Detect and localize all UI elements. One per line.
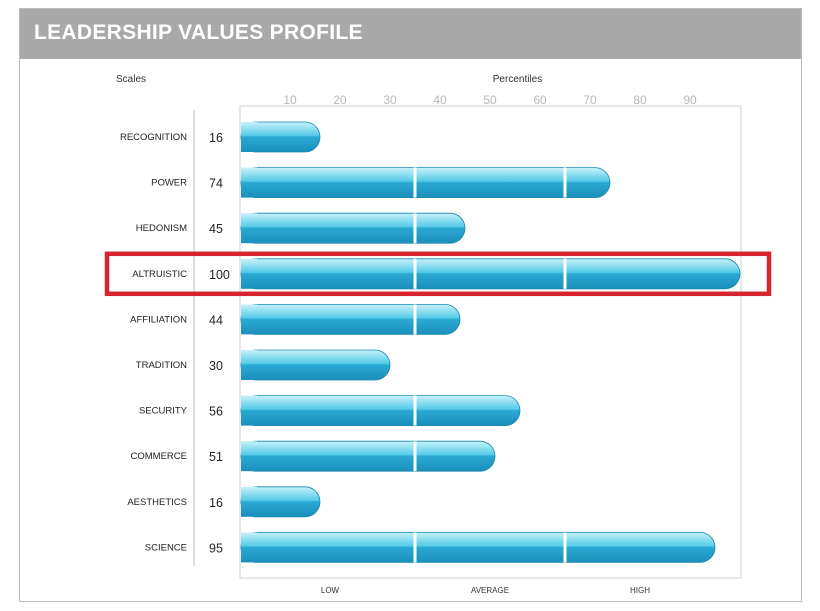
value-label: 16 (209, 496, 223, 510)
bar-base (241, 213, 257, 244)
bar-base (241, 532, 257, 563)
bar (240, 532, 716, 563)
bar-base (241, 350, 257, 380)
report-title: LEADERSHIP VALUES PROFILE (34, 21, 363, 44)
bar-base (241, 258, 257, 289)
band-label: AVERAGE (471, 586, 509, 595)
bar-row: AFFILIATION 44 (130, 303, 461, 335)
bar (240, 258, 741, 290)
bar-base (241, 122, 257, 152)
bar-base (241, 441, 257, 472)
x-tick-label: 80 (633, 93, 647, 107)
category-label: ALTRUISTIC (132, 269, 187, 280)
percentiles-label: Percentiles (493, 74, 542, 85)
x-tick-label: 50 (483, 93, 497, 107)
bar-base (241, 167, 257, 198)
x-tick-label: 10 (283, 93, 297, 107)
bar-row: ALTRUISTIC 100 (104, 251, 772, 297)
bar-base (241, 486, 257, 517)
category-label: RECOGNITION (120, 132, 187, 143)
band-label: LOW (321, 586, 340, 595)
bar-row: HEDONISM 45 (136, 212, 466, 244)
value-label: 100 (209, 268, 230, 282)
bar-row: POWER 74 (151, 167, 611, 199)
scales-label: Scales (116, 74, 146, 85)
highlight-box (104, 251, 772, 297)
x-tick-label: 90 (683, 93, 697, 107)
value-label: 30 (209, 359, 223, 373)
band-label: HIGH (630, 586, 650, 595)
value-label: 51 (209, 450, 223, 464)
report-header: LEADERSHIP VALUES PROFILE (20, 9, 801, 59)
bar-base (241, 395, 257, 426)
value-label: 95 (209, 541, 223, 555)
bar-base (241, 304, 257, 335)
bar-row: SECURITY 56 (139, 395, 521, 427)
x-tick-label: 20 (333, 93, 347, 107)
category-label: SECURITY (139, 406, 188, 417)
bar (240, 303, 461, 335)
category-label: COMMERCE (131, 451, 187, 462)
value-label: 45 (209, 222, 223, 236)
value-label: 44 (209, 313, 223, 327)
bar-row: COMMERCE 51 (131, 440, 496, 472)
bar (240, 167, 611, 199)
bar-row: SCIENCE 95 (145, 532, 716, 563)
bar (240, 395, 521, 427)
x-tick-label: 30 (383, 93, 397, 107)
category-label: SCIENCE (145, 542, 187, 553)
value-label: 56 (209, 405, 223, 419)
category-label: HEDONISM (136, 223, 187, 234)
bar (240, 349, 391, 381)
category-label: POWER (151, 178, 187, 189)
category-label: AESTHETICS (127, 497, 187, 508)
x-tick-label: 60 (533, 93, 547, 107)
bar (240, 440, 496, 472)
value-label: 16 (209, 131, 223, 145)
bar (240, 212, 466, 244)
category-label: TRADITION (136, 360, 187, 371)
x-tick-label: 70 (583, 93, 597, 107)
x-tick-label: 40 (433, 93, 447, 107)
bar-row: RECOGNITION 16 (120, 121, 321, 153)
bar-row: TRADITION 30 (136, 349, 391, 381)
category-label: AFFILIATION (130, 314, 187, 325)
value-label: 74 (209, 177, 223, 191)
bar-row: AESTHETICS 16 (127, 486, 321, 518)
